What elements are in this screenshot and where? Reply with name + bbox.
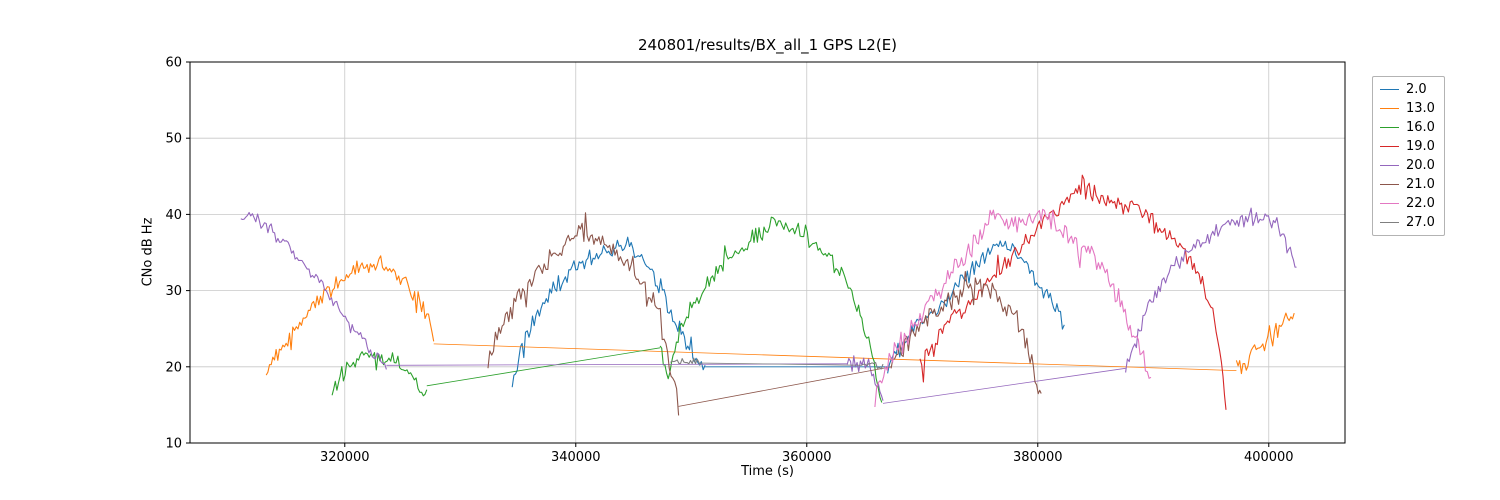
legend-item-20.0: 20.0 — [1380, 158, 1435, 173]
series-line-13.0 — [433, 343, 1237, 371]
series-line-19.0 — [919, 174, 1227, 410]
series-line-21.0 — [678, 366, 892, 407]
series-line-16.0 — [426, 347, 661, 387]
series-line-13.0 — [1235, 312, 1295, 375]
chart-title: 240801/results/BX_all_1 GPS L2(E) — [637, 36, 898, 54]
series-line-21.0 — [487, 212, 680, 416]
legend-line-sample — [1380, 89, 1399, 90]
legend-line-sample — [1380, 203, 1399, 204]
series-line-27.0 — [670, 357, 701, 366]
legend-label: 13.0 — [1406, 101, 1435, 116]
legend-label: 22.0 — [1406, 196, 1435, 211]
series-line-22.0 — [874, 208, 1152, 408]
legend-label: 19.0 — [1406, 139, 1435, 154]
legend-line-sample — [1380, 127, 1399, 128]
tick-label-y: 50 — [165, 132, 182, 147]
series-line-27.0 — [862, 361, 884, 370]
legend-item-2.0: 2.0 — [1380, 82, 1435, 97]
tick-label-x: 380000 — [1013, 450, 1063, 465]
plot-border — [189, 61, 1346, 444]
tick-label-x: 340000 — [551, 450, 601, 465]
series-line-20.0 — [882, 367, 1126, 404]
tick-label-y: 60 — [165, 56, 182, 71]
series-line-20.0 — [240, 211, 387, 370]
tick-label-x: 320000 — [320, 450, 370, 465]
legend-label: 21.0 — [1406, 177, 1435, 192]
series-line-2.0 — [887, 240, 1065, 374]
legend-label: 16.0 — [1406, 120, 1435, 135]
tick-label-y: 40 — [165, 208, 182, 223]
series-line-13.0 — [265, 255, 435, 376]
legend-line-sample — [1380, 165, 1399, 166]
legend-item-13.0: 13.0 — [1380, 101, 1435, 116]
series-line-20.0 — [846, 355, 884, 401]
tick-label-y: 30 — [165, 284, 182, 299]
series-line-16.0 — [659, 216, 883, 403]
tick-label-x: 360000 — [782, 450, 832, 465]
legend-item-21.0: 21.0 — [1380, 177, 1435, 192]
legend-line-sample — [1380, 222, 1399, 223]
legend-item-27.0: 27.0 — [1380, 215, 1435, 230]
legend-line-sample — [1380, 184, 1399, 185]
legend-label: 27.0 — [1406, 215, 1435, 230]
series-line-21.0 — [890, 271, 1042, 395]
tick-label-x: 400000 — [1244, 450, 1294, 465]
tick-label-y: 10 — [165, 437, 182, 452]
legend-line-sample — [1380, 108, 1399, 109]
legend-label: 2.0 — [1406, 82, 1427, 97]
legend-item-16.0: 16.0 — [1380, 120, 1435, 135]
legend-label: 20.0 — [1406, 158, 1435, 173]
series-line-20.0 — [1125, 207, 1297, 373]
legend-item-22.0: 22.0 — [1380, 196, 1435, 211]
legend-item-19.0: 19.0 — [1380, 139, 1435, 154]
series-line-2.0 — [511, 236, 706, 388]
x-axis-label: Time (s) — [741, 464, 794, 479]
tick-label-y: 20 — [165, 360, 182, 375]
legend-line-sample — [1380, 146, 1399, 147]
legend: 2.0 13.0 16.0 19.0 20.0 21.0 22.0 27.0 — [1372, 76, 1445, 236]
series-line-27.0 — [700, 362, 863, 366]
